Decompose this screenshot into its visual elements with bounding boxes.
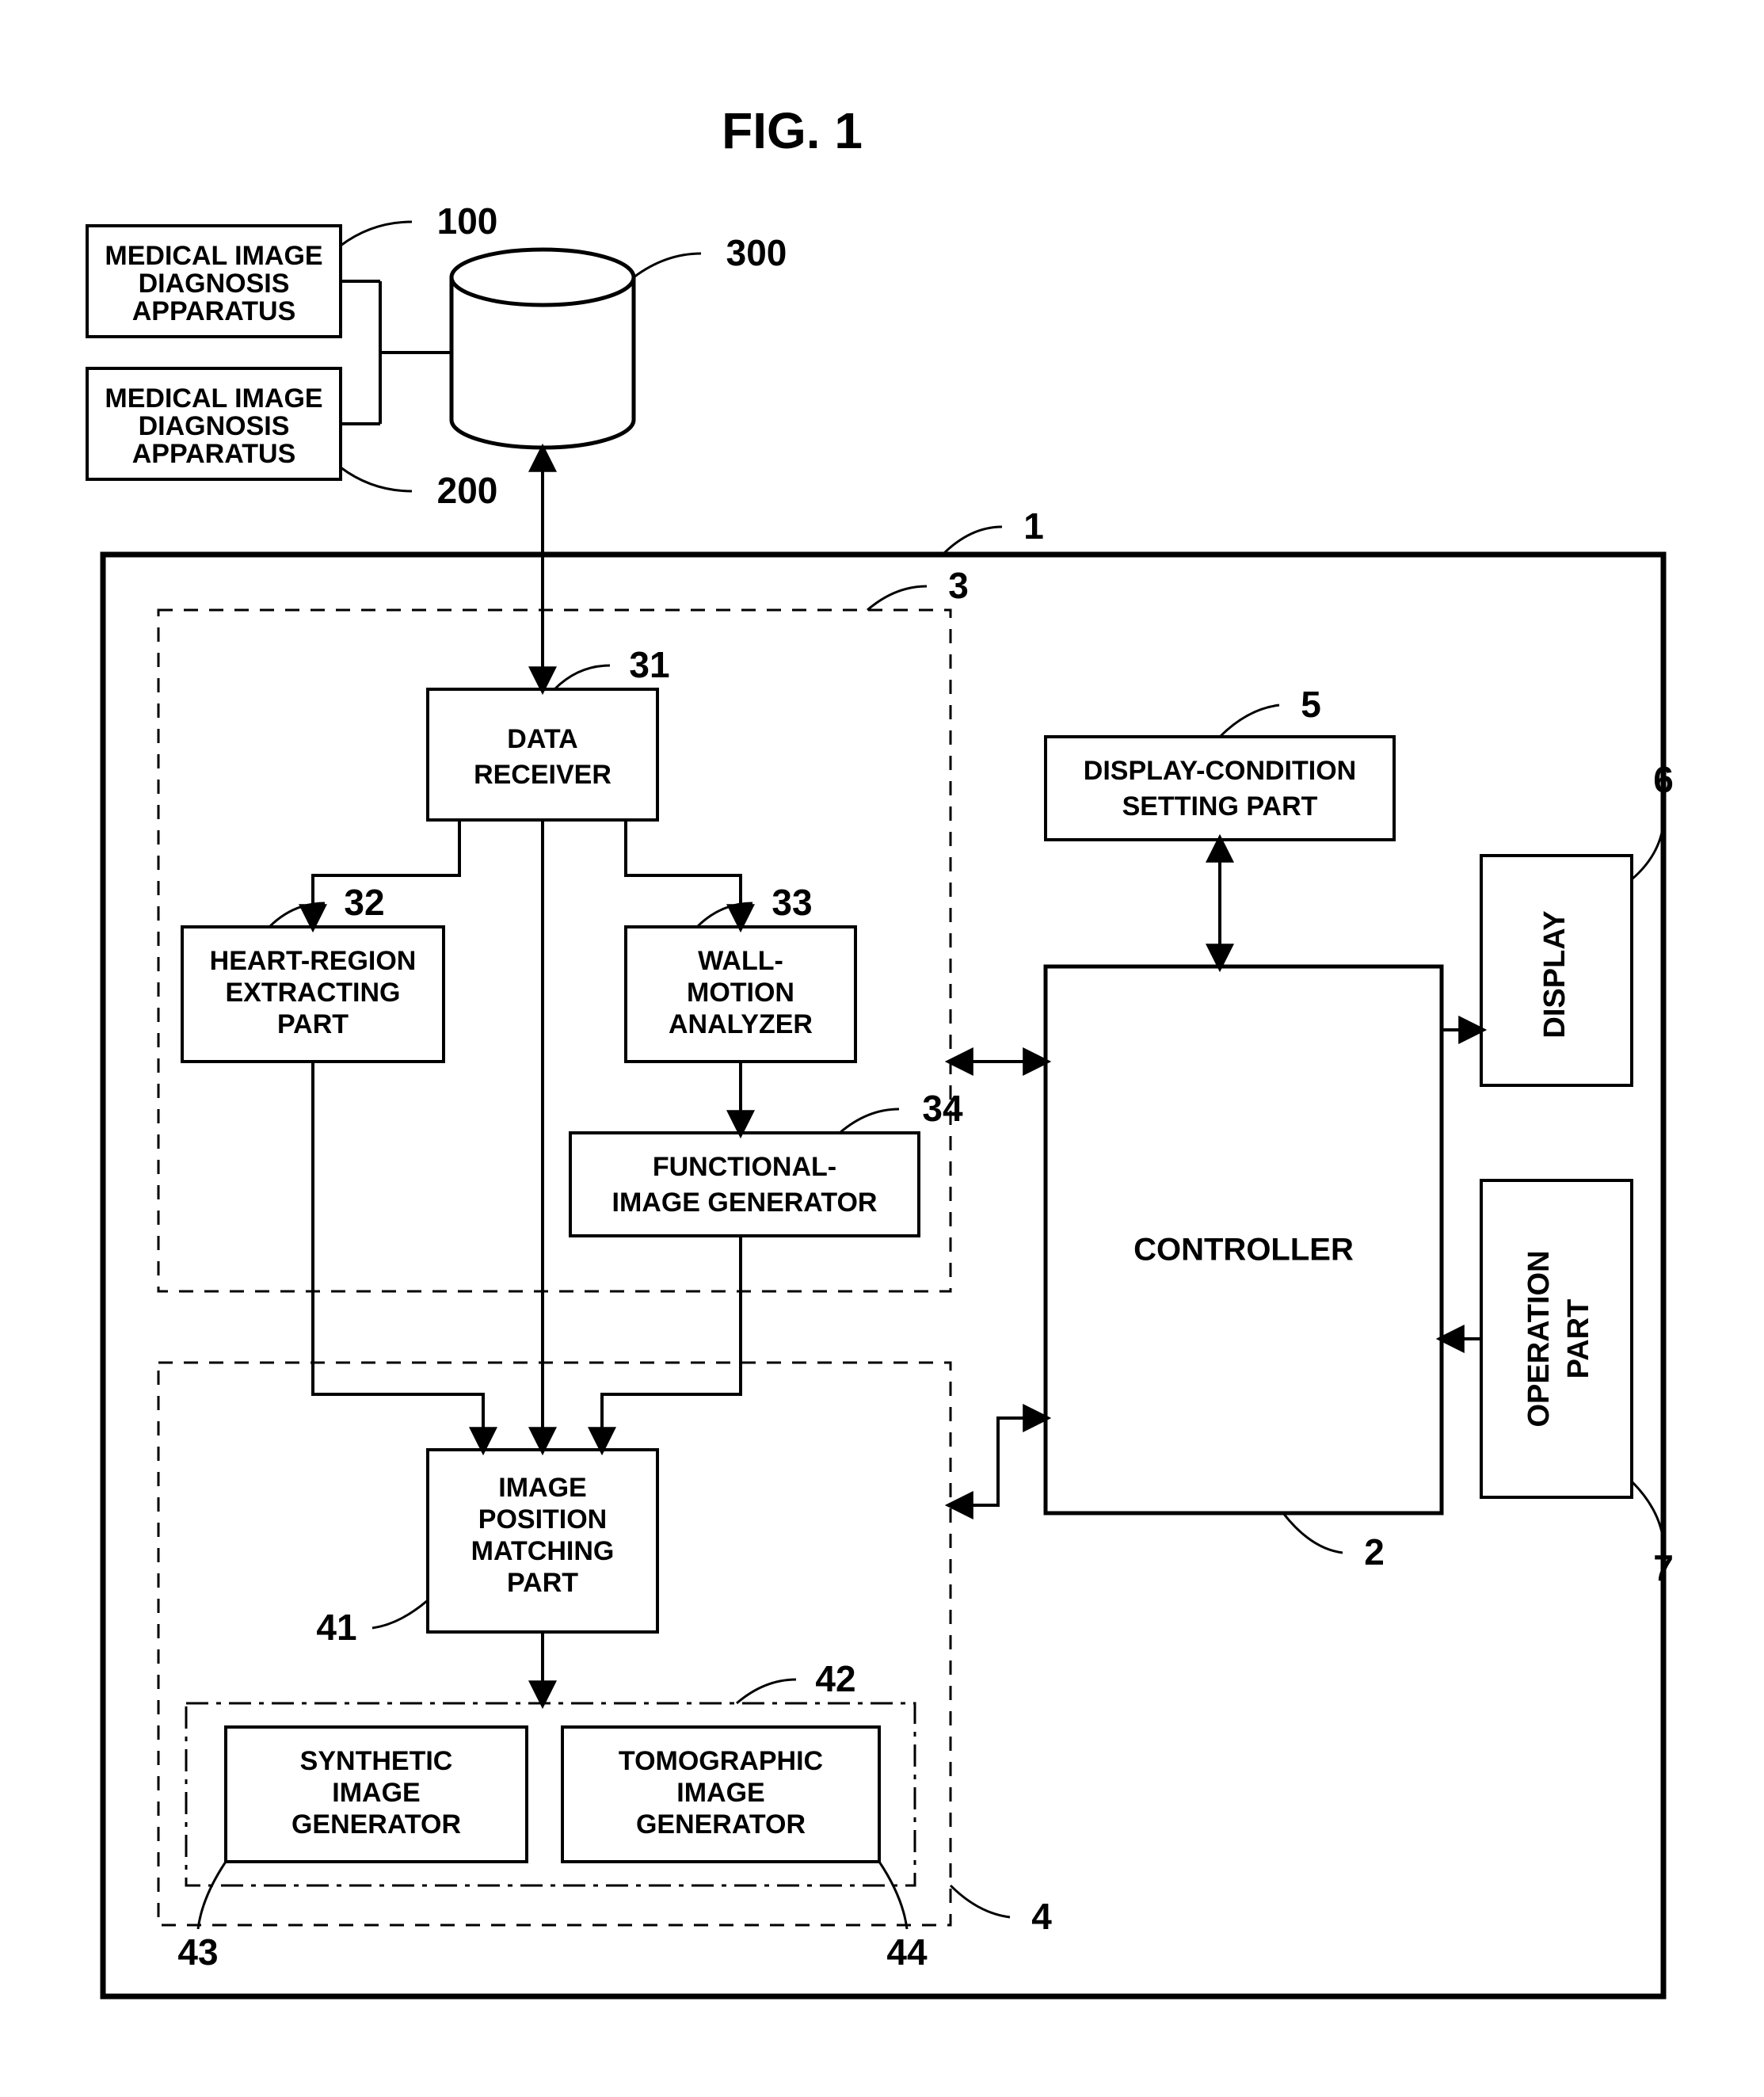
func-line1: FUNCTIONAL- — [653, 1152, 836, 1182]
tomo-line2: IMAGE — [676, 1778, 764, 1808]
heart-region-extractor: HEART-REGION EXTRACTING PART — [182, 927, 444, 1062]
leader-31 — [554, 665, 610, 689]
wall-line1: WALL- — [698, 946, 783, 976]
func-line2: IMAGE GENERATOR — [612, 1188, 878, 1218]
leader-200 — [341, 467, 412, 491]
apparatus-200-line3: APPARATUS — [132, 439, 296, 469]
extract-line3: PART — [277, 1009, 349, 1039]
leader-43 — [198, 1862, 226, 1929]
num-4: 4 — [1031, 1896, 1052, 1937]
match-line4: PART — [507, 1568, 578, 1598]
apparatus-200-line1: MEDICAL IMAGE — [105, 383, 322, 414]
synth-line1: SYNTHETIC — [300, 1746, 453, 1776]
match-line1: IMAGE — [498, 1473, 586, 1503]
edge-extract-match — [313, 1062, 483, 1450]
match-line2: POSITION — [478, 1504, 607, 1535]
extract-line1: HEART-REGION — [210, 946, 417, 976]
leader-34 — [840, 1109, 899, 1133]
num-43: 43 — [177, 1931, 218, 1973]
leader-1 — [943, 527, 1002, 555]
display-label: DISPLAY — [1538, 910, 1572, 1038]
image-position-matching: IMAGE POSITION MATCHING PART — [428, 1450, 657, 1632]
num-5: 5 — [1301, 684, 1321, 725]
edge-func-match — [602, 1236, 741, 1450]
controller-label: CONTROLLER — [1133, 1233, 1354, 1268]
functional-image-generator: FUNCTIONAL- IMAGE GENERATOR — [570, 1133, 919, 1236]
leader-2 — [1283, 1513, 1343, 1553]
leader-300 — [634, 254, 701, 277]
data-receiver: DATA RECEIVER — [428, 689, 657, 820]
num-3: 3 — [948, 565, 969, 606]
receiver-line2: RECEIVER — [474, 760, 611, 790]
setting-line2: SETTING PART — [1122, 791, 1318, 822]
match-line3: MATCHING — [471, 1536, 615, 1566]
synth-line3: GENERATOR — [291, 1809, 461, 1840]
tomo-line3: GENERATOR — [636, 1809, 806, 1840]
synthetic-image-generator: SYNTHETIC IMAGE GENERATOR — [226, 1727, 527, 1862]
receiver-line1: DATA — [507, 724, 577, 754]
leader-33 — [697, 903, 752, 927]
tomographic-image-generator: TOMOGRAPHIC IMAGE GENERATOR — [562, 1727, 879, 1862]
num-32: 32 — [344, 882, 384, 923]
extract-line2: EXTRACTING — [226, 978, 401, 1008]
num-200: 200 — [437, 470, 498, 511]
apparatus-100-line2: DIAGNOSIS — [139, 269, 290, 299]
edge-controller-group4 — [951, 1418, 1046, 1505]
num-2: 2 — [1364, 1531, 1385, 1573]
display-condition-setting: DISPLAY-CONDITION SETTING PART — [1046, 737, 1394, 840]
num-34: 34 — [922, 1088, 963, 1129]
edge-receiver-wall — [626, 820, 741, 927]
group-42 — [186, 1703, 915, 1885]
medical-apparatus-100: MEDICAL IMAGE DIAGNOSIS APPARATUS — [87, 226, 341, 337]
operation-part: OPERATION PART — [1481, 1180, 1632, 1497]
num-44: 44 — [886, 1931, 928, 1973]
tomo-line1: TOMOGRAPHIC — [619, 1746, 823, 1776]
synth-line2: IMAGE — [332, 1778, 420, 1808]
leader-44 — [879, 1862, 907, 1929]
wall-line3: ANALYZER — [669, 1009, 813, 1039]
leader-6 — [1632, 824, 1663, 879]
num-6: 6 — [1653, 759, 1674, 800]
num-7: 7 — [1653, 1547, 1674, 1588]
medical-apparatus-200: MEDICAL IMAGE DIAGNOSIS APPARATUS — [87, 368, 341, 479]
database-300 — [451, 250, 634, 448]
operation-line1: OPERATION — [1522, 1250, 1556, 1427]
num-100: 100 — [437, 200, 498, 242]
leader-42 — [737, 1680, 796, 1703]
setting-line1: DISPLAY-CONDITION — [1084, 756, 1356, 786]
leader-3 — [867, 586, 927, 610]
num-33: 33 — [772, 882, 812, 923]
leader-5 — [1220, 705, 1279, 737]
group-4 — [158, 1363, 951, 1925]
controller: CONTROLLER — [1046, 967, 1442, 1513]
wall-motion-analyzer: WALL- MOTION ANALYZER — [626, 927, 855, 1062]
leader-32 — [269, 903, 325, 927]
num-300: 300 — [726, 232, 787, 273]
apparatus-100-line3: APPARATUS — [132, 296, 296, 326]
apparatus-200-line2: DIAGNOSIS — [139, 411, 290, 441]
num-1: 1 — [1023, 505, 1044, 547]
wall-line2: MOTION — [687, 978, 794, 1008]
figure-title: FIG. 1 — [722, 102, 863, 159]
leader-41 — [372, 1600, 428, 1628]
edge-receiver-extract — [313, 820, 459, 927]
leader-7 — [1632, 1481, 1663, 1541]
num-41: 41 — [316, 1607, 356, 1648]
display: DISPLAY — [1481, 856, 1632, 1085]
operation-line2: PART — [1562, 1299, 1595, 1379]
num-42: 42 — [815, 1658, 855, 1699]
num-31: 31 — [629, 644, 669, 685]
leader-100 — [341, 222, 412, 246]
apparatus-100-line1: MEDICAL IMAGE — [105, 241, 322, 271]
leader-4 — [951, 1885, 1010, 1917]
